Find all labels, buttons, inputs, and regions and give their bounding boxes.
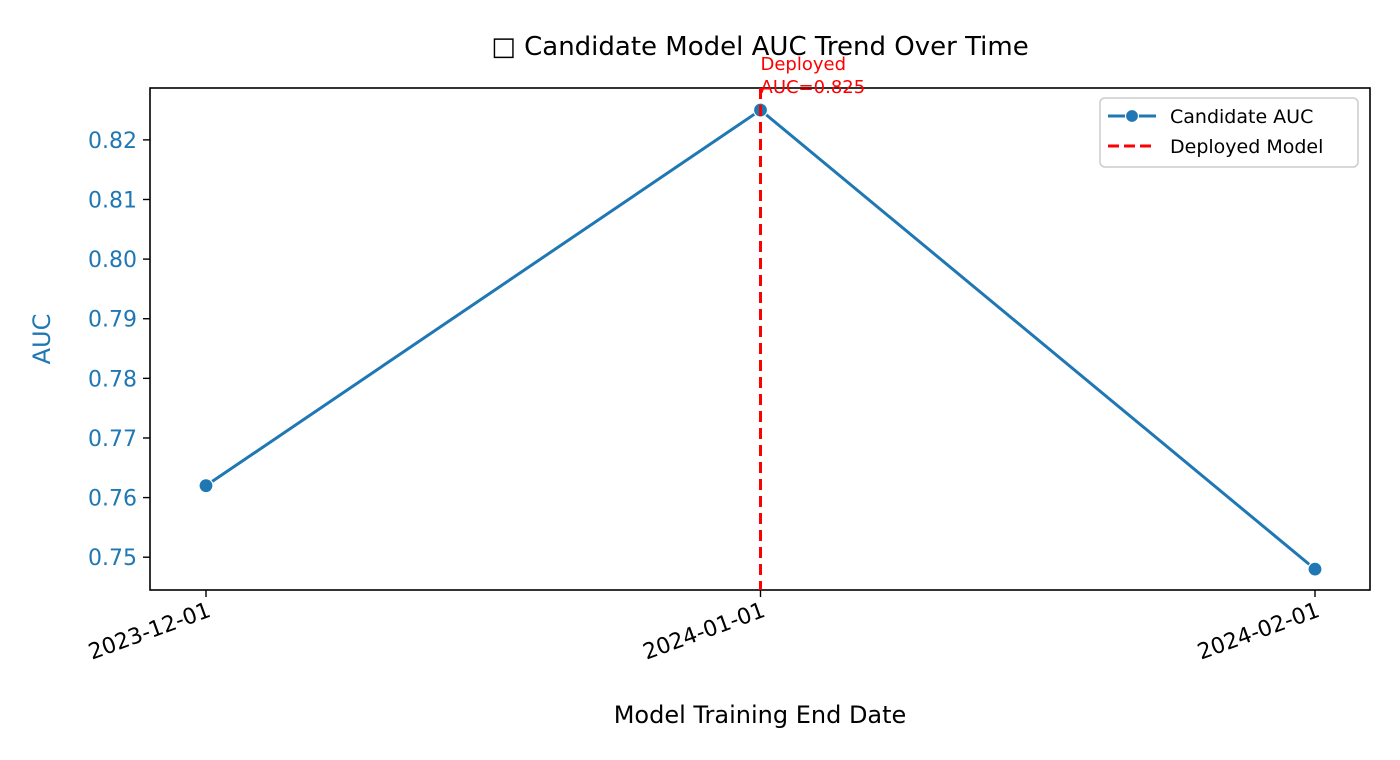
legend-label-candidate-auc: Candidate AUC [1170,106,1313,128]
y-tick-label: 0.77 [88,427,137,452]
y-axis-label: AUC [28,314,56,365]
y-tick-label: 0.82 [88,129,137,154]
deployed-annotation-line: Deployed [761,54,847,75]
x-tick-label: 2024-01-01 [640,598,769,665]
y-tick-label: 0.80 [88,248,137,273]
x-tick-label: 2023-12-01 [85,598,214,665]
legend-label-deployed-model: Deployed Model [1170,136,1323,158]
y-axis-ticks: 0.75 0.76 0.77 0.78 0.79 0.80 0.81 0.82 [88,129,150,571]
legend-marker-candidate-auc [1124,108,1140,124]
deployed-annotation-line: AUC=0.825 [761,77,866,98]
x-axis-ticks: 2023-12-01 2024-01-01 2024-02-01 [85,590,1323,665]
data-point [1307,561,1323,577]
x-tick-label: 2024-02-01 [1194,598,1323,665]
y-tick-label: 0.78 [88,367,137,392]
legend-box [1099,97,1359,168]
y-tick-label: 0.79 [88,308,137,333]
chart-title: □ Candidate Model AUC Trend Over Time [491,32,1028,62]
y-tick-label: 0.76 [88,487,137,512]
y-tick-label: 0.75 [88,546,137,571]
legend: Candidate AUC Deployed Model [1099,97,1359,168]
x-axis-label: Model Training End Date [614,701,907,729]
y-tick-label: 0.81 [88,188,137,213]
data-point [198,478,214,494]
